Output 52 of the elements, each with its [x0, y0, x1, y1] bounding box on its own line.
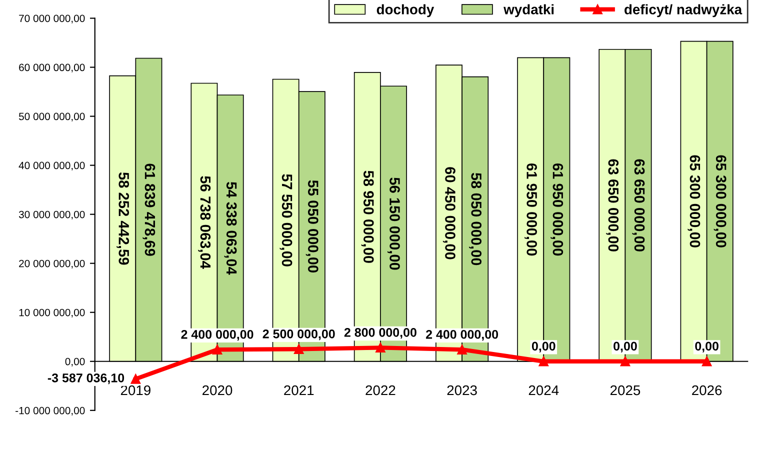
x-tick-label: 2024 [528, 385, 559, 396]
x-tick-label: 2023 [447, 385, 477, 396]
data-label: 61 950 000,00 [550, 163, 564, 256]
data-label: 65 300 000,00 [714, 155, 726, 248]
y-tick-label: -10 000 000,00 [16, 406, 85, 416]
point [376, 342, 386, 353]
x-tick-label: 2020 [202, 385, 232, 396]
data-label: 61 950 000,00 [524, 163, 537, 256]
data-label: -3 587 036,10 [48, 373, 124, 384]
point [212, 344, 222, 354]
data-label: 65 300 000,00 [688, 155, 700, 248]
data-label: 0,00 [695, 342, 718, 352]
data-label: 2 800 000,00 [344, 328, 416, 339]
data-label: 55 050 000,00 [306, 180, 318, 272]
y-tick-label: 60 000 000,00 [19, 64, 85, 72]
data-label: 2 400 000,00 [426, 330, 498, 341]
data-label: 63 650 000,00 [632, 159, 645, 252]
x-tick-label: 2022 [366, 385, 396, 396]
data-label: 58 050 000,00 [469, 172, 482, 266]
y-tick-label: 40 000 000,00 [18, 162, 85, 170]
point [294, 344, 304, 354]
legend-label: dochody [376, 4, 434, 18]
data-label: 61 839 478,69 [142, 164, 156, 256]
data-label: 56 150 000,00 [387, 178, 400, 270]
x-tick-label: 2026 [692, 385, 722, 396]
data-label: 2 400 000,00 [181, 330, 254, 341]
point [130, 374, 141, 384]
data-label: 63 650 000,00 [606, 159, 619, 252]
y-tick-label: 0,00 [65, 358, 85, 366]
data-label: 60 450 000,00 [442, 167, 456, 260]
y-tick-label: 50 000 000,00 [18, 112, 85, 122]
data-label: 56 738 063,04 [198, 176, 211, 269]
legend-label: wydatki [504, 4, 554, 18]
data-label: 0,00 [614, 342, 637, 352]
y-tick-label: 20 000 000,00 [19, 260, 85, 268]
data-label: 54 338 063,04 [224, 182, 237, 275]
point [457, 344, 467, 354]
y-tick-label: 10 000 000,00 [19, 308, 85, 318]
x-tick-label: 2025 [610, 385, 640, 396]
data-label: 58 950 000,00 [361, 170, 374, 263]
x-tick-label: 2019 [120, 385, 150, 396]
y-tick-label: 70 000 000,00 [19, 14, 85, 24]
data-label: 2 500 000,00 [262, 329, 335, 340]
legend-label: deficyt/ nadwyżka [624, 4, 742, 18]
x-tick-label: 2021 [284, 385, 314, 396]
data-label: 0,00 [532, 342, 556, 352]
point [702, 356, 712, 366]
y-tick-label: 30 000 000,00 [18, 210, 85, 220]
point [620, 356, 630, 366]
point [538, 356, 548, 366]
data-label: 57 550 000,00 [280, 174, 292, 266]
data-label: 58 252 442,59 [116, 172, 130, 265]
